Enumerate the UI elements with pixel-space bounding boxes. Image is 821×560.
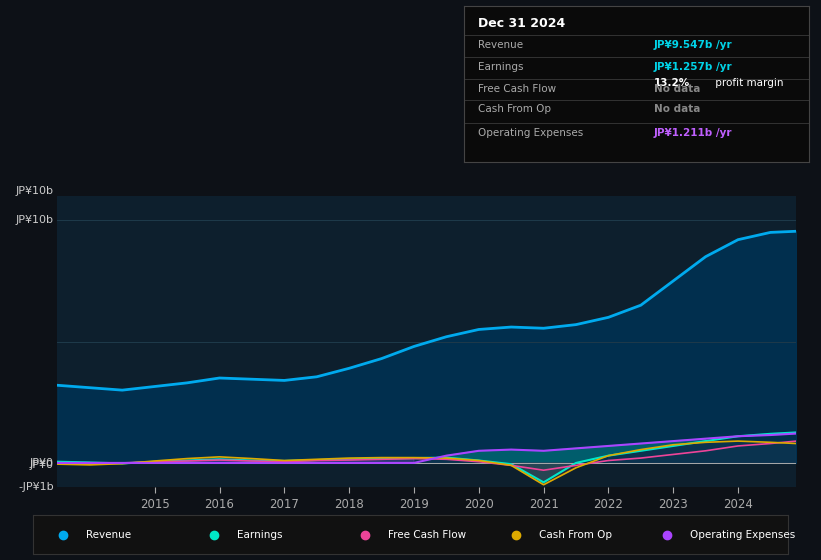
Text: Cash From Op: Cash From Op [539, 530, 612, 540]
Text: Operating Expenses: Operating Expenses [478, 128, 583, 138]
Text: Earnings: Earnings [236, 530, 282, 540]
Text: JP¥1.211b /yr: JP¥1.211b /yr [654, 128, 732, 138]
Text: No data: No data [654, 84, 699, 94]
Text: Free Cash Flow: Free Cash Flow [478, 84, 556, 94]
Text: 13.2%: 13.2% [654, 78, 690, 88]
Text: Earnings: Earnings [478, 62, 523, 72]
Text: No data: No data [654, 104, 699, 114]
Text: Cash From Op: Cash From Op [478, 104, 551, 114]
Text: JP¥0: JP¥0 [30, 458, 54, 468]
Text: -JP¥1b: -JP¥1b [18, 482, 54, 492]
Text: JP¥1.257b /yr: JP¥1.257b /yr [654, 62, 732, 72]
Text: profit margin: profit margin [712, 78, 783, 88]
Text: Dec 31 2024: Dec 31 2024 [478, 17, 565, 30]
Text: JP¥10b: JP¥10b [16, 215, 54, 225]
Text: JP¥0: JP¥0 [30, 460, 54, 470]
Text: JP¥9.547b /yr: JP¥9.547b /yr [654, 40, 732, 50]
Text: Free Cash Flow: Free Cash Flow [388, 530, 466, 540]
Text: Operating Expenses: Operating Expenses [690, 530, 796, 540]
Text: Revenue: Revenue [85, 530, 131, 540]
Text: Revenue: Revenue [478, 40, 523, 50]
Text: JP¥10b: JP¥10b [16, 186, 54, 196]
